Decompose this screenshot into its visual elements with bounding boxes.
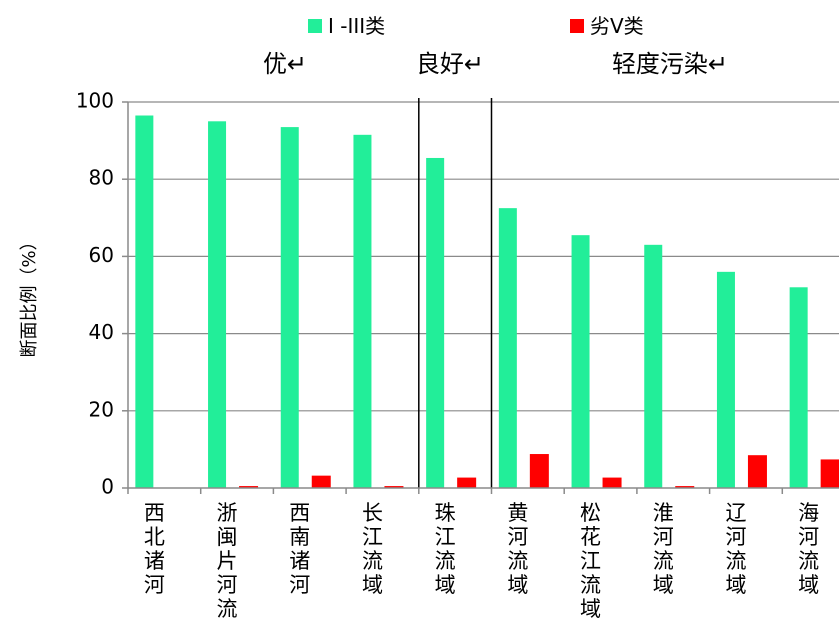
y-axis-label: 断面比例（%） (19, 232, 40, 357)
bar-worse-v-4 (384, 486, 404, 488)
bar-worse-v-9 (747, 455, 767, 488)
x-category-label: 松花江流域 (580, 501, 601, 621)
bar-worse-v-5 (457, 477, 477, 488)
y-tick-label: 100 (76, 89, 114, 113)
bar-worse-v-8 (675, 486, 695, 488)
x-category-label: 辽河流域 (725, 501, 746, 597)
group-label: 优↵ (263, 50, 307, 78)
y-tick-label: 60 (89, 243, 114, 267)
bar-worse-v-6 (529, 454, 549, 488)
bar-worse-v-3 (311, 475, 331, 488)
bar-i-iii-7 (571, 235, 590, 488)
legend-swatch (308, 19, 322, 33)
axes (122, 101, 839, 494)
group-labels: 优↵ 良好↵ 轻度污染↵ (263, 50, 728, 78)
bar-i-iii-4 (353, 134, 372, 488)
bar-worse-v-7 (602, 477, 622, 488)
y-tick-label: 20 (89, 397, 114, 421)
x-category-label: 长江流域 (362, 501, 383, 597)
bars (135, 115, 839, 489)
x-category-label: 海河流域 (798, 501, 819, 597)
bar-i-iii-10 (789, 287, 808, 488)
x-category-label: 珠江流域 (435, 501, 456, 597)
bar-i-iii-6 (498, 208, 517, 488)
y-tick-label: 80 (89, 166, 114, 190)
x-category-label: 浙闽片河流 (217, 501, 238, 621)
y-tick-labels: 0 20 40 60 80 100 (76, 89, 114, 499)
group-dividers (418, 98, 493, 488)
bar-i-iii-3 (280, 127, 299, 488)
x-category-labels: 西北诸河 浙闽片河流 西南诸河 长江流域 珠江流域 黄河流域 松花江流域 淮河流域 辽河流域 海河… (144, 501, 819, 621)
bar-i-iii-8 (644, 244, 663, 488)
x-category-label: 黄河流域 (507, 501, 528, 597)
legend: I -III类 劣V类 (308, 14, 644, 38)
x-category-label: 西北诸河 (144, 501, 165, 597)
legend-swatch (570, 19, 584, 33)
bar-i-iii-1 (135, 115, 154, 488)
group-label: 轻度污染↵ (612, 50, 728, 78)
y-tick-label: 0 (101, 475, 114, 499)
legend-label: I -III类 (328, 14, 385, 38)
bar-worse-v-10 (820, 459, 839, 488)
x-category-label: 西南诸河 (289, 501, 310, 597)
bar-i-iii-2 (208, 121, 227, 489)
bar-i-iii-5 (426, 157, 445, 488)
group-label: 良好↵ (416, 50, 484, 78)
legend-label: 劣V类 (590, 14, 644, 38)
bar-worse-v-2 (239, 486, 259, 488)
y-tick-label: 40 (89, 320, 114, 344)
x-category-label: 淮河流域 (653, 501, 674, 597)
bar-i-iii-9 (716, 271, 735, 488)
